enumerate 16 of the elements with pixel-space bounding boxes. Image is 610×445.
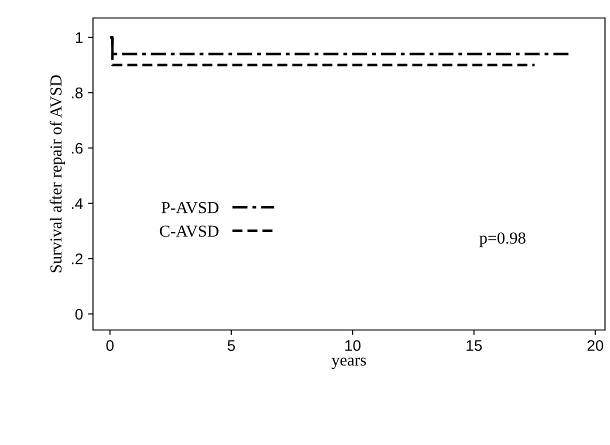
x-axis-title: years — [332, 358, 366, 370]
y-tick-label: .4 — [72, 198, 83, 209]
x-tick-label: 10 — [345, 340, 361, 351]
legend-label: P-AVSD — [162, 202, 218, 214]
y-tick-label: .6 — [72, 142, 83, 154]
x-tick-label: 20 — [588, 340, 604, 351]
annotation: p=0.98 — [479, 232, 526, 248]
x-tick-label: 5 — [228, 340, 235, 351]
y-tick-label: .2 — [72, 254, 83, 264]
y-axis-title: Survival after repair of AVSD — [50, 75, 65, 272]
y-tick-label: 0 — [75, 308, 83, 320]
x-tick-label: 0 — [106, 340, 114, 351]
legend-label: C-AVSD — [160, 226, 218, 237]
y-tick-label: 1 — [76, 32, 83, 43]
y-tick-label: .8 — [72, 88, 83, 98]
x-tick-label: 15 — [466, 340, 482, 351]
